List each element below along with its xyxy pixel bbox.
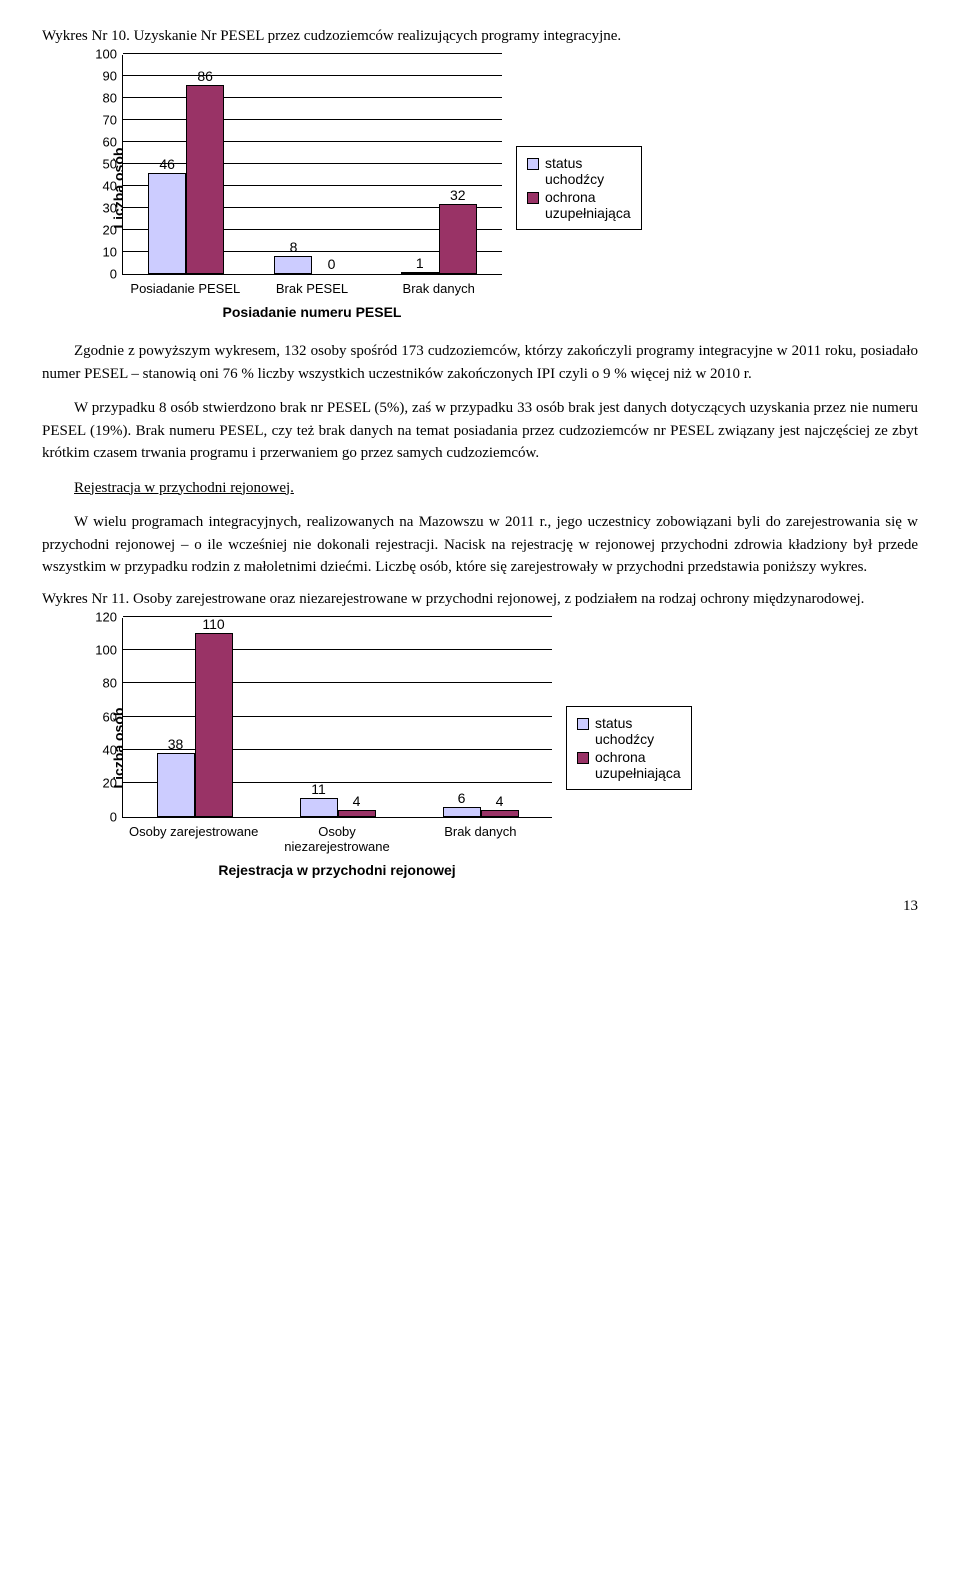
bar-value-label: 0 <box>328 256 336 274</box>
y-tick: 40 <box>103 179 123 194</box>
bar-value-label: 86 <box>197 68 213 86</box>
chart1-legend: statusuchodźcyochronauzupełniająca <box>516 146 642 230</box>
y-tick: 120 <box>95 609 123 624</box>
x-tick: Posiadanie PESEL <box>122 281 249 296</box>
chart1-x-label: Posiadanie numeru PESEL <box>122 304 502 320</box>
legend-item: ochronauzupełniająca <box>577 749 681 781</box>
chart2-plot: 0204060801001203811011464 <box>122 618 552 818</box>
chart-category: 4686 <box>123 55 249 274</box>
bar-value-label: 4 <box>496 793 504 811</box>
legend-item: statusuchodźcy <box>577 715 681 747</box>
chart1-title: Wykres Nr 10. Uzyskanie Nr PESEL przez c… <box>42 28 918 45</box>
gridline <box>123 616 552 617</box>
chart2-title: Wykres Nr 11. Osoby zarejestrowane oraz … <box>42 591 918 608</box>
bar-value-label: 46 <box>159 156 175 174</box>
legend-label: ochronauzupełniająca <box>545 189 631 221</box>
paragraph-3: W wielu programach integracyjnych, reali… <box>42 511 918 579</box>
chart-category: 80 <box>249 55 375 274</box>
chart-bar: 110 <box>195 633 233 816</box>
legend-item: ochronauzupełniająca <box>527 189 631 221</box>
y-tick: 80 <box>103 676 123 691</box>
section-head: Rejestracja w przychodni rejonowej. <box>74 480 294 496</box>
chart-bar: 32 <box>439 204 477 274</box>
chart-category: 38110 <box>123 618 266 817</box>
section-rejestracja: Rejestracja w przychodni rejonowej. <box>42 477 918 500</box>
y-tick: 20 <box>103 223 123 238</box>
legend-swatch <box>577 752 589 764</box>
y-tick: 100 <box>95 642 123 657</box>
chart2-x-label: Rejestracja w przychodni rejonowej <box>122 862 552 878</box>
chart-bar: 86 <box>186 85 224 274</box>
y-tick: 0 <box>110 809 123 824</box>
legend-swatch <box>577 718 589 730</box>
legend-item: statusuchodźcy <box>527 155 631 187</box>
bar-value-label: 1 <box>416 255 424 273</box>
page-number: 13 <box>42 898 918 915</box>
legend-label: ochronauzupełniająca <box>595 749 681 781</box>
y-tick: 10 <box>103 245 123 260</box>
chart1-plot: 0102030405060708090100468680132 <box>122 55 502 275</box>
chart-bar: 4 <box>481 810 519 817</box>
x-tick: Brak PESEL <box>249 281 376 296</box>
chart-bar: 8 <box>274 256 312 274</box>
y-tick: 100 <box>95 47 123 62</box>
paragraph-1: Zgodnie z powyższym wykresem, 132 osoby … <box>42 340 918 385</box>
chart-bar: 4 <box>338 810 376 817</box>
chart2-legend: statusuchodźcyochronauzupełniająca <box>566 706 692 790</box>
gridline <box>123 53 502 54</box>
legend-label: statusuchodźcy <box>595 715 654 747</box>
y-tick: 0 <box>110 267 123 282</box>
x-tick: Brak danych <box>375 281 502 296</box>
chart-bar: 1 <box>401 272 439 274</box>
x-tick: Osoby zarejestrowane <box>122 824 265 854</box>
chart2-xticks: Osoby zarejestrowaneOsoby niezarejestrow… <box>122 824 552 854</box>
legend-label: statusuchodźcy <box>545 155 604 187</box>
bar-value-label: 4 <box>353 793 361 811</box>
y-tick: 90 <box>103 69 123 84</box>
y-tick: 20 <box>103 776 123 791</box>
chart2-container: Liczba osób 0204060801001203811011464 Os… <box>122 618 918 878</box>
chart-category: 132 <box>376 55 502 274</box>
chart-category: 64 <box>409 618 552 817</box>
chart-bar: 38 <box>157 753 195 816</box>
chart1-container: Liczba osób 0102030405060708090100468680… <box>122 55 918 320</box>
chart-category: 114 <box>266 618 409 817</box>
chart-bar: 6 <box>443 807 481 817</box>
y-tick: 60 <box>103 709 123 724</box>
y-tick: 40 <box>103 742 123 757</box>
chart-bar: 46 <box>148 173 186 274</box>
bar-value-label: 110 <box>202 616 224 634</box>
x-tick: Brak danych <box>409 824 552 854</box>
legend-swatch <box>527 158 539 170</box>
y-tick: 60 <box>103 135 123 150</box>
paragraph-2: W przypadku 8 osób stwierdzono brak nr P… <box>42 397 918 465</box>
bar-value-label: 32 <box>450 187 466 205</box>
y-tick: 30 <box>103 201 123 216</box>
y-tick: 80 <box>103 91 123 106</box>
bar-value-label: 11 <box>311 781 326 799</box>
bar-value-label: 38 <box>168 736 184 754</box>
chart-bar: 11 <box>300 798 338 816</box>
bar-value-label: 6 <box>458 790 466 808</box>
y-tick: 70 <box>103 113 123 128</box>
bar-value-label: 8 <box>290 239 298 257</box>
legend-swatch <box>527 192 539 204</box>
chart1-xticks: Posiadanie PESELBrak PESELBrak danych <box>122 281 502 296</box>
y-tick: 50 <box>103 157 123 172</box>
x-tick: Osoby niezarejestrowane <box>265 824 408 854</box>
